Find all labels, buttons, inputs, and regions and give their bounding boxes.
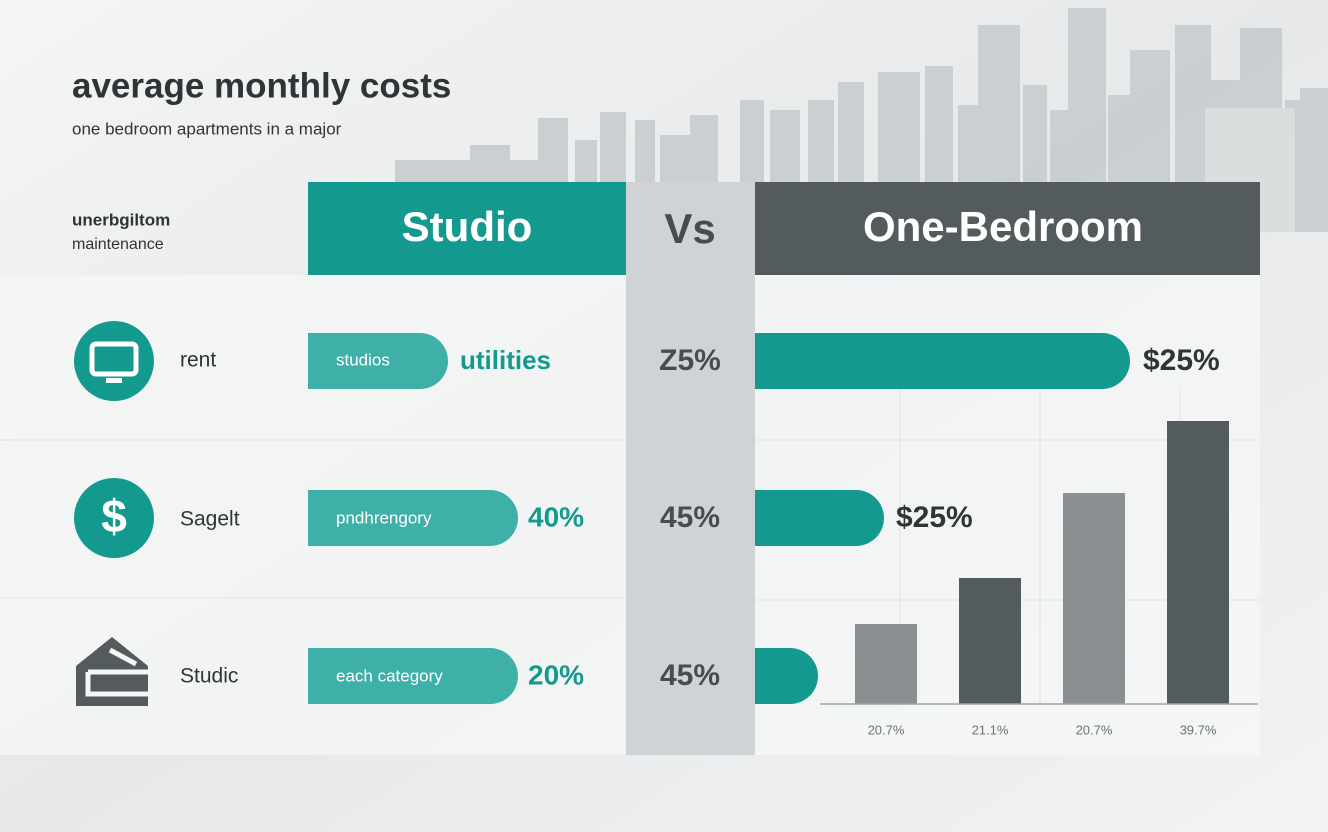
studio-title: Studio xyxy=(402,203,533,250)
studio-bar xyxy=(308,490,518,546)
mini-label: 21.1% xyxy=(972,722,1009,737)
bar-label: studios xyxy=(336,350,390,369)
sidebar-heading: unerbgiltom xyxy=(72,210,170,229)
one-bedroom-header xyxy=(755,182,1260,275)
bar-label: each category xyxy=(336,666,443,685)
one-bedroom-bar xyxy=(755,490,884,546)
vs-value: Z5% xyxy=(659,344,721,377)
row-label: Sagelt xyxy=(180,508,240,531)
one-bedroom-value: $25% xyxy=(896,501,973,534)
monitor-icon xyxy=(74,321,154,401)
studio-bar xyxy=(308,648,518,704)
one-bedroom-title: One-Bedroom xyxy=(863,203,1143,250)
studio-header xyxy=(308,182,626,275)
vs-title: Vs xyxy=(664,205,715,252)
dollar-icon xyxy=(74,478,154,558)
mini-bar xyxy=(1167,421,1229,704)
vs-column xyxy=(626,182,755,755)
bar-label: pndhrengory xyxy=(336,508,432,527)
mini-label: 20.7% xyxy=(1076,722,1113,737)
vs-value: 45% xyxy=(660,501,720,534)
title: average monthly costs xyxy=(72,66,451,105)
row-label: rent xyxy=(180,349,216,372)
one-bedroom-value: $25% xyxy=(1143,344,1220,377)
mini-bar xyxy=(855,624,917,704)
mini-label: 39.7% xyxy=(1180,722,1217,737)
left-panel xyxy=(0,275,308,755)
studio-value: 40% xyxy=(528,501,584,532)
skyline xyxy=(395,8,1328,232)
dollar-glyph: $ xyxy=(101,490,127,542)
studio-value: utilities xyxy=(460,345,551,375)
one-bedroom-bar xyxy=(755,333,1130,389)
studio-bar xyxy=(308,333,448,389)
mini-bar xyxy=(1063,493,1125,704)
vs-value: 45% xyxy=(660,659,720,692)
mini-bar xyxy=(959,578,1021,704)
row-label: Studic xyxy=(180,665,238,688)
subtitle: one bedroom apartments in a major xyxy=(72,119,342,138)
one-bedroom-bar xyxy=(755,648,818,704)
monitor-stand xyxy=(106,378,122,383)
mini-label: 20.7% xyxy=(868,722,905,737)
monitor-glyph xyxy=(89,341,139,377)
house-glyph xyxy=(85,647,150,697)
studio-value: 20% xyxy=(528,659,584,690)
sidebar-subheading: maintenance xyxy=(72,236,164,253)
